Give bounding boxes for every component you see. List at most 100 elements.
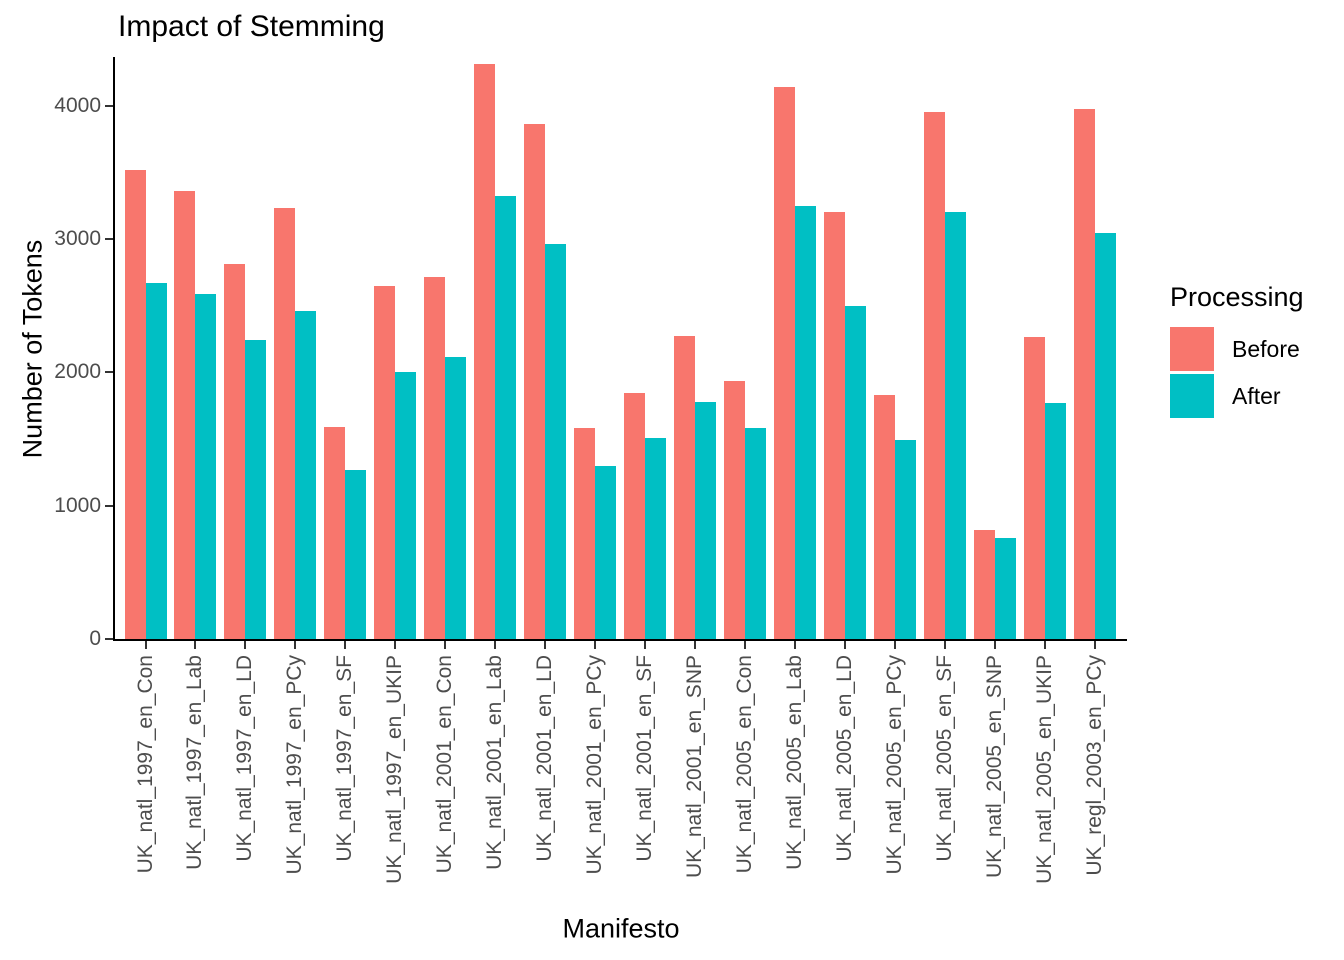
y-tick-label: 1000 bbox=[54, 493, 101, 517]
x-tick-label: UK_natl_2005_en_Con bbox=[732, 655, 756, 874]
y-tick-label: 3000 bbox=[54, 226, 101, 250]
x-tick-mark bbox=[294, 641, 297, 649]
legend-swatch-before bbox=[1170, 327, 1214, 371]
x-tick-label: UK_natl_2001_en_Con bbox=[433, 655, 457, 874]
x-tick-mark bbox=[144, 641, 147, 649]
y-tick-mark bbox=[105, 104, 113, 107]
y-tick-label: 2000 bbox=[54, 360, 101, 384]
x-tick-mark bbox=[544, 641, 547, 649]
x-tick-label: UK_natl_2005_en_SNP bbox=[982, 655, 1006, 879]
y-tick-label: 0 bbox=[89, 627, 101, 650]
bar-before-UK_regl_2003_en_PCy bbox=[1073, 108, 1095, 639]
legend-item-before: Before bbox=[1170, 327, 1344, 371]
x-tick-mark bbox=[644, 641, 646, 649]
bar-before-UK_natl_2001_en_LD bbox=[524, 124, 546, 639]
x-tick-mark bbox=[843, 641, 846, 649]
bar-after-UK_natl_1997_en_UKIP bbox=[395, 372, 417, 639]
bar-after-UK_natl_2005_en_PCy bbox=[894, 439, 916, 639]
legend-items: Before After bbox=[1170, 327, 1344, 418]
legend: Processing Before After bbox=[1170, 282, 1344, 421]
bar-after-UK_natl_2001_en_SF bbox=[645, 437, 666, 639]
bar-before-UK_natl_2005_en_UKIP bbox=[1023, 336, 1045, 639]
bar-after-UK_natl_2005_en_UKIP bbox=[1044, 402, 1066, 639]
x-tick-mark bbox=[444, 641, 447, 649]
x-tick-mark bbox=[993, 641, 996, 649]
bar-before-UK_natl_2001_en_Con bbox=[424, 276, 446, 639]
bar-before-UK_natl_1997_en_LD bbox=[224, 264, 246, 639]
x-tick-label: UK_natl_2001_en_Lab bbox=[483, 655, 507, 870]
x-tick-label: UK_natl_1997_en_UKIP bbox=[383, 655, 407, 884]
y-tick-label: 4000 bbox=[54, 93, 101, 117]
y-tick-mark bbox=[105, 371, 113, 374]
x-tick-mark bbox=[494, 641, 497, 649]
x-tick-label: UK_regl_2003_en_PCy bbox=[1082, 655, 1106, 876]
x-tick-mark bbox=[693, 641, 696, 649]
x-axis-line bbox=[113, 639, 1127, 641]
x-tick-mark bbox=[344, 641, 347, 649]
bar-before-UK_natl_2001_en_Lab bbox=[474, 64, 496, 639]
x-tick-mark bbox=[1093, 641, 1096, 649]
chart-title: Impact of Stemming bbox=[118, 10, 385, 43]
y-tick-mark bbox=[105, 638, 113, 640]
y-tick-mark bbox=[105, 237, 113, 240]
bar-before-UK_natl_2005_en_PCy bbox=[873, 394, 895, 639]
legend-item-label: Before bbox=[1232, 335, 1300, 362]
y-axis-title: Number of Tokens bbox=[17, 239, 48, 459]
y-tick-mark bbox=[105, 504, 113, 507]
x-tick-label: UK_natl_2005_en_LD bbox=[832, 655, 856, 862]
bar-after-UK_natl_1997_en_SF bbox=[345, 469, 367, 639]
legend-item-after: After bbox=[1170, 374, 1344, 418]
x-tick-label: UK_natl_2001_en_SF bbox=[633, 655, 656, 862]
bar-after-UK_natl_1997_en_LD bbox=[245, 340, 267, 639]
x-tick-mark bbox=[943, 641, 946, 649]
bar-before-UK_natl_2005_en_SNP bbox=[973, 529, 995, 639]
bar-after-UK_natl_2001_en_LD bbox=[545, 243, 567, 639]
x-tick-label: UK_natl_1997_en_PCy bbox=[283, 655, 307, 875]
x-axis-title: Manifesto bbox=[562, 913, 680, 944]
x-tick-label: UK_natl_1997_en_Con bbox=[133, 655, 157, 874]
bar-after-UK_natl_1997_en_Lab bbox=[195, 294, 217, 639]
x-tick-label: UK_natl_2001_en_SNP bbox=[682, 655, 706, 879]
x-tick-label: UK_natl_2001_en_PCy bbox=[583, 655, 607, 875]
y-axis-line bbox=[113, 57, 115, 641]
bar-after-UK_natl_2001_en_SNP bbox=[694, 402, 716, 639]
bar-before-UK_natl_2005_en_LD bbox=[823, 212, 845, 639]
bar-before-UK_natl_1997_en_UKIP bbox=[374, 285, 396, 639]
bar-after-UK_regl_2003_en_PCy bbox=[1094, 232, 1116, 639]
bar-before-UK_natl_2001_en_SF bbox=[624, 392, 645, 639]
bar-after-UK_natl_2005_en_LD bbox=[844, 306, 866, 639]
legend-swatch-after bbox=[1170, 374, 1214, 418]
x-tick-mark bbox=[743, 641, 746, 649]
legend-item-label: After bbox=[1232, 382, 1281, 409]
bar-after-UK_natl_2005_en_Con bbox=[744, 428, 766, 639]
x-tick-label: UK_natl_2005_en_SF bbox=[932, 655, 956, 862]
x-tick-mark bbox=[194, 641, 197, 649]
x-tick-label: UK_natl_2005_en_PCy bbox=[882, 655, 906, 875]
x-tick-mark bbox=[793, 641, 796, 649]
x-tick-mark bbox=[594, 641, 597, 649]
bar-after-UK_natl_2001_en_PCy bbox=[595, 465, 617, 639]
bar-after-UK_natl_1997_en_Con bbox=[145, 282, 167, 639]
x-tick-label: UK_natl_1997_en_LD bbox=[233, 655, 257, 862]
x-tick-label: UK_natl_2005_en_UKIP bbox=[1032, 655, 1056, 884]
bar-after-UK_natl_2005_en_Lab bbox=[794, 206, 816, 639]
bar-after-UK_natl_2005_en_SF bbox=[944, 212, 966, 639]
bar-before-UK_natl_2001_en_PCy bbox=[574, 428, 596, 639]
bar-before-UK_natl_1997_en_SF bbox=[324, 426, 346, 639]
x-tick-label: UK_natl_2001_en_LD bbox=[533, 655, 557, 862]
legend-title: Processing bbox=[1170, 282, 1304, 312]
bar-before-UK_natl_1997_en_PCy bbox=[274, 207, 296, 639]
x-tick-label: UK_natl_2005_en_Lab bbox=[782, 655, 806, 870]
bar-before-UK_natl_2005_en_SF bbox=[923, 111, 945, 639]
bar-after-UK_natl_2005_en_SNP bbox=[994, 537, 1016, 639]
x-tick-label: UK_natl_1997_en_Lab bbox=[183, 655, 207, 870]
bar-after-UK_natl_2001_en_Con bbox=[445, 356, 467, 639]
bar-after-UK_natl_2001_en_Lab bbox=[495, 196, 517, 639]
bar-before-UK_natl_2005_en_Con bbox=[723, 380, 745, 639]
x-tick-label: UK_natl_1997_en_SF bbox=[333, 655, 357, 862]
bar-after-UK_natl_1997_en_PCy bbox=[295, 310, 317, 639]
x-tick-mark bbox=[893, 641, 896, 649]
bar-before-UK_natl_1997_en_Con bbox=[124, 170, 146, 639]
bar-before-UK_natl_1997_en_Lab bbox=[174, 190, 196, 639]
